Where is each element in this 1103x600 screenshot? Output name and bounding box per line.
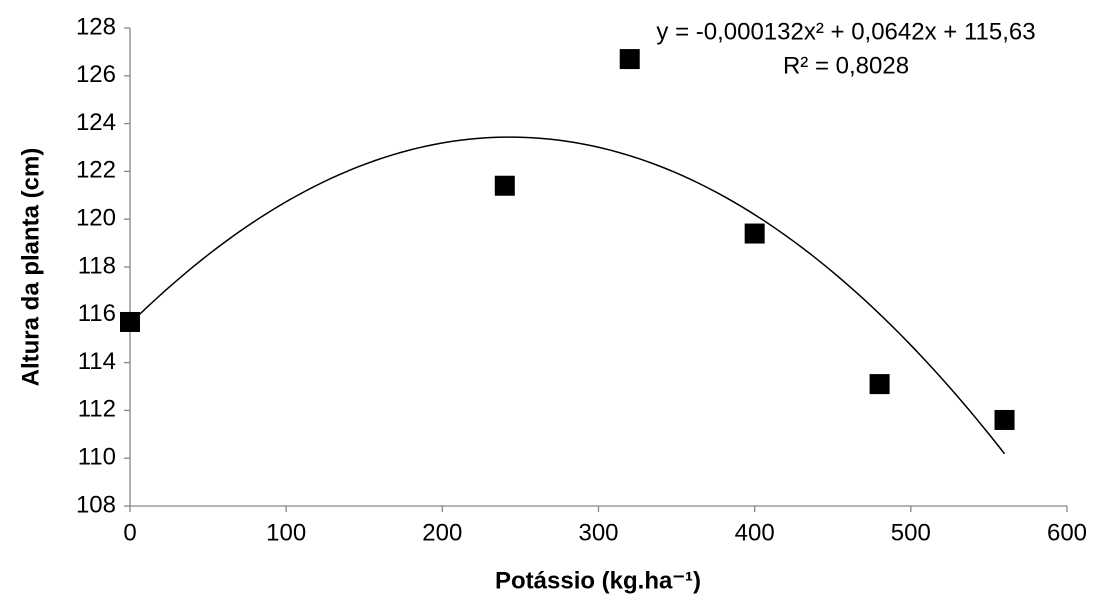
y-tick-label: 122 — [76, 157, 116, 184]
y-tick-label: 120 — [76, 205, 116, 232]
y-tick-label: 118 — [78, 252, 116, 279]
x-tick-label: 200 — [422, 519, 462, 546]
trend-line — [129, 136, 1006, 455]
y-tick-label: 114 — [78, 348, 116, 375]
y-tick-label: 108 — [76, 491, 116, 518]
x-axis-label: Potássio (kg.ha⁻¹) — [495, 567, 701, 594]
data-point — [869, 374, 890, 395]
data-point — [120, 311, 140, 332]
y-tick-label: 116 — [78, 300, 116, 327]
data-point — [494, 175, 515, 196]
y-tick-label: 128 — [76, 13, 116, 40]
y-axis-label: Altura da planta (cm) — [17, 148, 44, 387]
data-point — [994, 409, 1015, 430]
x-tick-label: 100 — [266, 519, 306, 546]
y-tick-label: 112 — [78, 396, 116, 423]
trend-equation: y = -0,000132x² + 0,0642x + 115,63 — [656, 18, 1035, 45]
x-tick-label: 500 — [891, 519, 931, 546]
x-tick-label: 300 — [578, 519, 618, 546]
x-tick-label: 400 — [735, 519, 775, 546]
y-tick-label: 126 — [76, 61, 116, 88]
x-tick-label: 600 — [1047, 519, 1087, 546]
trend-r-squared: R² = 0,8028 — [783, 52, 909, 79]
y-tick-label: 124 — [76, 109, 116, 136]
x-tick-label: 0 — [123, 519, 136, 546]
data-point — [744, 223, 765, 244]
data-point — [619, 49, 640, 70]
y-tick-label: 110 — [78, 444, 116, 471]
